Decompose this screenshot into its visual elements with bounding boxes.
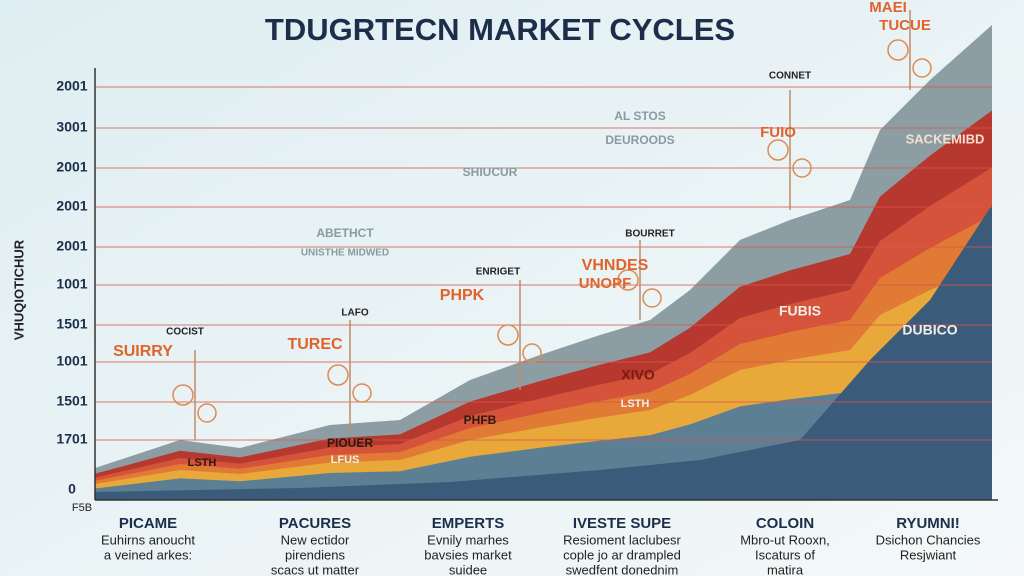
column-text: scacs ut matter <box>271 562 360 576</box>
column-text: suidee <box>449 562 487 576</box>
y-label: 1001 <box>56 276 87 292</box>
column-text: Evnily marhes <box>427 532 509 547</box>
flower <box>792 158 812 178</box>
area-layer <box>95 205 992 500</box>
column-text: bavsies market <box>424 547 512 562</box>
annotation: LFUS <box>331 454 360 466</box>
column-heading: PICAME <box>119 515 177 532</box>
column-text: Iscaturs of <box>755 547 815 562</box>
annotation: CONNET <box>769 71 811 82</box>
annotation: AL STOS <box>614 109 666 123</box>
annotation: FUIO <box>760 124 796 141</box>
annotation: LSTH <box>621 398 650 410</box>
annotation: LAFO <box>341 308 368 319</box>
annotation: LSTH <box>188 457 217 469</box>
annotation: UNISTHE MIDWED <box>301 248 389 259</box>
column-text: pirendiens <box>285 547 345 562</box>
annotation: TUREC <box>287 336 343 353</box>
flower <box>767 139 789 161</box>
column-text: swedfent donednim <box>566 562 679 576</box>
y-label: 1501 <box>56 316 87 332</box>
annotation: UNOPF <box>579 275 632 292</box>
flower <box>887 39 909 61</box>
annotation: BOURRET <box>625 229 674 240</box>
annotation: COCIST <box>166 327 204 338</box>
annotation: ENRIGET <box>476 267 520 278</box>
column-text: a veined arkes: <box>104 547 192 562</box>
column-text: Mbro-ut Rooxn, <box>740 532 830 547</box>
column-text: cople jo ar drampled <box>563 547 681 562</box>
y-label: 1701 <box>56 431 87 447</box>
y-label: 2001 <box>56 238 87 254</box>
column-heading: IVESTE SUPE <box>573 515 671 532</box>
axis-corner: F5B <box>72 502 92 514</box>
flower <box>912 58 932 78</box>
annotation: MAEI <box>869 0 907 16</box>
annotation: SUIRRY <box>113 343 173 360</box>
annotation: DEUROODS <box>605 133 674 147</box>
y-label: 1501 <box>56 393 87 409</box>
flower <box>642 288 662 308</box>
column-heading: COLOIN <box>756 515 814 532</box>
y-label: 2001 <box>56 78 87 94</box>
column-text: Resjwiant <box>900 547 957 562</box>
flower <box>352 383 372 403</box>
annotation: VHNDES <box>582 257 649 274</box>
stacked-areas <box>95 25 992 500</box>
annotation: SHIUCUR <box>463 165 518 179</box>
y-label: 2001 <box>56 159 87 175</box>
annotation: DUBICO <box>902 322 957 338</box>
annotation: PIOUER <box>327 436 373 450</box>
column-heading: EMPERTS <box>432 515 505 532</box>
annotation: TUCUE <box>879 17 931 34</box>
annotation: FUBIS <box>779 303 821 319</box>
annotation: PHFB <box>464 413 497 427</box>
annotation: ABETHCT <box>316 226 374 240</box>
annotation: SACKEMIBD <box>906 131 985 146</box>
annotation: XIVO <box>621 367 655 383</box>
column-heading: RYUMNI! <box>896 515 960 532</box>
flower <box>172 384 194 406</box>
y-label: 3001 <box>56 119 87 135</box>
y-label: 0 <box>68 481 76 497</box>
column-text: matira <box>767 562 804 576</box>
y-label: 2001 <box>56 198 87 214</box>
flower <box>197 403 217 423</box>
flower <box>497 324 519 346</box>
flower <box>327 364 349 386</box>
column-heading: PACURES <box>279 515 351 532</box>
title: TDUGRTECN MARKET CYCLES <box>265 12 735 47</box>
column-text: Dsichon Chancies <box>876 532 981 547</box>
flower <box>522 343 542 363</box>
column-text: New ectidor <box>281 532 350 547</box>
annotation: PHPK <box>440 287 485 304</box>
flower <box>617 269 639 291</box>
column-text: Euhirns anoucht <box>101 532 195 547</box>
y-axis-label: VHUQIOTICHUR <box>11 239 26 340</box>
y-label: 1001 <box>56 353 87 369</box>
column-text: Resioment laclubesr <box>563 532 681 547</box>
